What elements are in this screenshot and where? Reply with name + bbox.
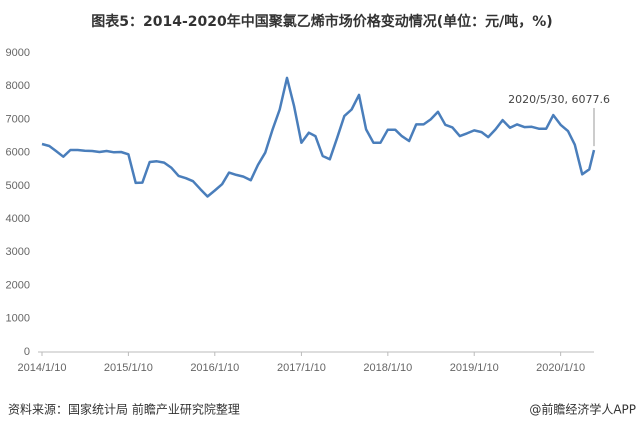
credit: @前瞻经济学人APP xyxy=(529,402,636,417)
y-tick-label: 8000 xyxy=(6,80,30,92)
x-tick-label: 2016/1/10 xyxy=(190,362,239,374)
y-tick-label: 7000 xyxy=(6,113,30,125)
y-tick-label: 3000 xyxy=(6,246,30,258)
y-tick-label: 1000 xyxy=(6,313,30,325)
y-tick-label: 4000 xyxy=(6,213,30,225)
x-tick-label: 2018/1/10 xyxy=(363,362,412,374)
y-tick-label: 0 xyxy=(24,346,30,358)
x-tick-label: 2019/1/10 xyxy=(450,362,499,374)
chart-title: 图表5：2014-2020年中国聚氯乙烯市场价格变动情况(单位：元/吨，%) xyxy=(91,13,552,30)
x-tick-label: 2020/1/10 xyxy=(536,362,585,374)
y-tick-label: 6000 xyxy=(6,147,30,159)
annotation: 2020/5/30, 6077.6 xyxy=(508,93,610,106)
x-tick-label: 2017/1/10 xyxy=(277,362,326,374)
x-tick-label: 2015/1/10 xyxy=(104,362,153,374)
y-tick-label: 2000 xyxy=(6,279,30,291)
x-tick-label: 2014/1/10 xyxy=(18,362,67,374)
source: 资料来源：国家统计局 前瞻产业研究院整理 xyxy=(8,402,240,417)
y-tick-label: 5000 xyxy=(6,180,30,192)
price-line xyxy=(41,76,596,198)
y-tick-label: 9000 xyxy=(6,47,30,59)
